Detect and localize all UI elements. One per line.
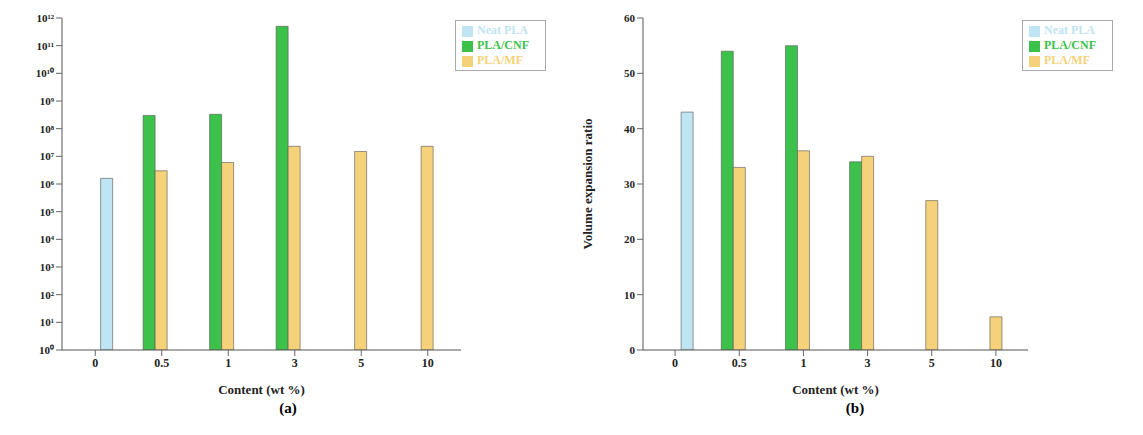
svg-text:50: 50: [624, 67, 636, 79]
html-text:PLA/MF: PLA/MF: [477, 53, 523, 67]
svg-text:0.5: 0.5: [154, 356, 169, 370]
svg-text:0: 0: [92, 356, 98, 370]
svg-text:20: 20: [624, 233, 636, 245]
svg-text:1: 1: [225, 356, 231, 370]
svg-text:10⁵: 10⁵: [40, 206, 55, 218]
svg-text:Content (wt %): Content (wt %): [218, 382, 305, 397]
html-text:Neat PLA: Neat PLA: [477, 23, 528, 37]
html-text:PLA/MF: PLA/MF: [1044, 53, 1090, 67]
svg-text:10⁹: 10⁹: [40, 95, 55, 107]
svg-text:Volume expansion ratio: Volume expansion ratio: [580, 119, 595, 250]
svg-text:60: 60: [624, 12, 636, 24]
svg-text:10¹²: 10¹²: [36, 12, 54, 24]
svg-text:3: 3: [292, 356, 298, 370]
svg-text:5: 5: [358, 356, 364, 370]
html-text:(a): (a): [279, 400, 297, 416]
html-text:PLA/CNF: PLA/CNF: [477, 38, 529, 52]
svg-text:10⁰: 10⁰: [39, 344, 54, 356]
svg-text:0.5: 0.5: [732, 356, 747, 370]
svg-text:10: 10: [624, 289, 636, 301]
svg-text:10⁷: 10⁷: [40, 150, 55, 162]
svg-text:30: 30: [624, 178, 636, 190]
svg-text:10⁸: 10⁸: [40, 123, 55, 135]
svg-text:10¹: 10¹: [40, 316, 54, 328]
svg-text:10¹⁰: 10¹⁰: [36, 67, 54, 79]
svg-text:5: 5: [929, 356, 935, 370]
svg-text:40: 40: [624, 123, 636, 135]
svg-text:10: 10: [422, 356, 434, 370]
svg-text:10³: 10³: [40, 261, 55, 273]
svg-text:10: 10: [990, 356, 1002, 370]
svg-text:0: 0: [672, 356, 678, 370]
svg-text:Content (wt %): Content (wt %): [792, 382, 879, 397]
html-text:Neat PLA: Neat PLA: [1044, 23, 1095, 37]
svg-text:10¹¹: 10¹¹: [36, 40, 54, 52]
svg-text:10²: 10²: [40, 289, 55, 301]
svg-text:10⁴: 10⁴: [40, 233, 55, 245]
html-text:(b): (b): [845, 400, 865, 416]
svg-text:10⁶: 10⁶: [40, 178, 55, 190]
svg-text:0: 0: [630, 344, 636, 356]
svg-text:1: 1: [800, 356, 806, 370]
html-text:PLA/CNF: PLA/CNF: [1044, 38, 1096, 52]
svg-text:3: 3: [865, 356, 871, 370]
